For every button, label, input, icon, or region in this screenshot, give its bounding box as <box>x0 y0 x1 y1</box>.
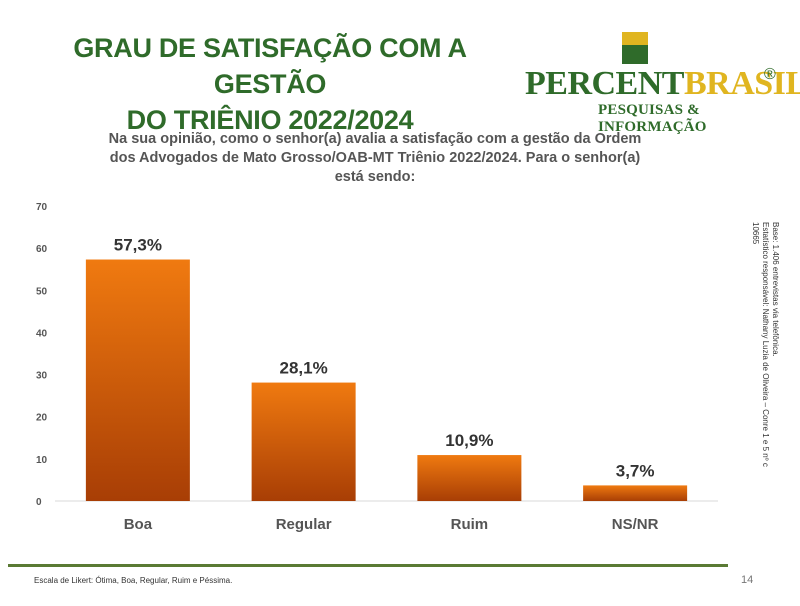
bar-regular <box>251 382 356 501</box>
category-label: Ruim <box>451 516 489 533</box>
y-tick-label: 40 <box>36 328 48 339</box>
methodology-line-1: Base: 1.406 entrevistas via telefônica. <box>771 222 780 357</box>
y-tick-label: 0 <box>36 497 42 508</box>
page-title: GRAU DE SATISFAÇÃO COM A GESTÃO DO TRIÊN… <box>20 30 520 138</box>
category-label: NS/NR <box>612 516 659 533</box>
title-line-2: DO TRIÊNIO 2022/2024 <box>126 105 414 135</box>
title-line-1: GRAU DE SATISFAÇÃO COM A GESTÃO <box>73 33 467 99</box>
methodology-note: Base: 1.406 entrevistas via telefônica. … <box>751 222 780 472</box>
y-tick-label: 70 <box>36 202 48 213</box>
data-label: 3,7% <box>616 461 655 480</box>
category-label: Regular <box>276 516 332 533</box>
logo: PERCENTBRASIL ® PESQUISAS & INFORMAÇÃO <box>520 30 800 135</box>
data-label: 28,1% <box>280 359 328 378</box>
page-number: 14 <box>741 574 754 586</box>
y-tick-label: 50 <box>36 286 48 297</box>
y-tick-label: 30 <box>36 371 48 382</box>
registered-mark: ® <box>764 66 776 83</box>
bar-boa <box>85 259 190 501</box>
y-tick-label: 10 <box>36 455 48 466</box>
logo-wordmark-part2: BRASIL <box>683 65 800 102</box>
methodology-line-2: Estatístico responsável: Nathany Luzia d… <box>751 222 770 467</box>
data-label: 57,3% <box>114 236 162 255</box>
logo-wordmark: PERCENTBRASIL <box>525 64 800 104</box>
footer-note: Escala de Likert: Ótima, Boa, Regular, R… <box>34 576 233 585</box>
logo-tagline: PESQUISAS & INFORMAÇÃO <box>598 102 707 135</box>
logo-wordmark-part1: PERCENT <box>525 65 684 102</box>
y-tick-label: 60 <box>36 244 48 255</box>
bar-ns-nr <box>583 485 688 501</box>
flag-icon <box>622 32 648 64</box>
bar-ruim <box>417 455 522 501</box>
data-label: 10,9% <box>445 431 493 450</box>
survey-question: Na sua opinião, como o senhor(a) avalia … <box>108 131 642 185</box>
y-tick-label: 20 <box>36 413 48 424</box>
footer-divider <box>8 564 728 567</box>
category-label: Boa <box>124 516 153 533</box>
